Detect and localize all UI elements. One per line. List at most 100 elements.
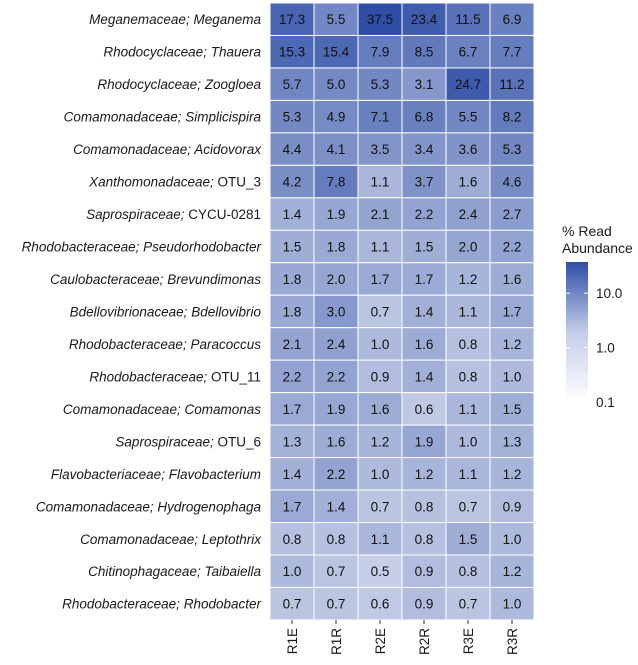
heatmap-cell bbox=[269, 457, 315, 491]
cell-value-label: 5.7 bbox=[283, 77, 302, 92]
heatmap-cell bbox=[313, 34, 359, 69]
row-label: Meganemaceae; Meganema bbox=[89, 12, 261, 27]
cell-value-label: 5.3 bbox=[283, 110, 302, 125]
column-label: R1E bbox=[285, 628, 300, 654]
row-label-family: Bdellovibrionaceae; bbox=[70, 304, 188, 319]
heatmap-cell bbox=[401, 99, 447, 134]
cell-value-label: 4.4 bbox=[283, 142, 302, 157]
row-label-family: Caulobacteraceae; bbox=[50, 272, 164, 287]
heatmap-cell bbox=[401, 327, 447, 361]
heatmap-cell bbox=[445, 586, 491, 621]
heatmap-cell bbox=[313, 229, 359, 264]
cell-value-label: 23.4 bbox=[411, 12, 438, 27]
cell-value-label: 1.4 bbox=[415, 304, 434, 319]
row-label-family: Comamonadaceae; bbox=[64, 110, 182, 125]
heatmap-cell bbox=[445, 99, 491, 134]
cell-value-label: 0.8 bbox=[459, 369, 478, 384]
cell-value-label: 1.2 bbox=[371, 434, 390, 449]
heatmap-cell bbox=[313, 2, 359, 36]
row-label-family: Comamonadaceae; bbox=[73, 142, 191, 157]
row-label: Rhodocyclaceae; Zoogloea bbox=[97, 77, 261, 92]
cell-value-label: 11.5 bbox=[455, 12, 480, 27]
heatmap-cell bbox=[357, 489, 403, 524]
heatmap-cell bbox=[489, 67, 535, 101]
heatmap-cell bbox=[445, 229, 491, 264]
cell-value-label: 3.7 bbox=[415, 175, 434, 190]
row-label-genus: Rhodobacter bbox=[180, 597, 262, 612]
cell-value-label: 1.2 bbox=[459, 272, 478, 287]
heatmap-cell bbox=[357, 34, 403, 69]
heatmap-cell bbox=[269, 132, 315, 166]
cell-value-label: 1.1 bbox=[459, 304, 478, 319]
heatmap-cell bbox=[357, 327, 403, 361]
cell-value-label: 1.6 bbox=[503, 272, 522, 287]
row-label-genus: Brevundimonas bbox=[163, 272, 261, 287]
row-label: Comamonadaceae; Simplicispira bbox=[64, 110, 262, 125]
cell-value-label: 1.5 bbox=[283, 240, 302, 255]
row-label-family: Comamonadaceae; bbox=[80, 532, 198, 547]
heatmap-cell bbox=[313, 489, 359, 524]
cell-value-label: 2.0 bbox=[459, 240, 478, 255]
cell-value-label: 0.9 bbox=[503, 499, 522, 514]
cell-value-label: 0.7 bbox=[371, 304, 390, 319]
column-label: R1R bbox=[329, 628, 344, 655]
cell-value-label: 0.7 bbox=[371, 499, 390, 514]
row-label-family: Saprospiraceae; bbox=[115, 434, 214, 449]
heatmap-cell bbox=[489, 392, 535, 426]
heatmap-cell bbox=[489, 489, 535, 524]
cell-value-label: 1.0 bbox=[503, 597, 522, 612]
row-label-genus: Hydrogenophaga bbox=[154, 499, 262, 514]
cell-value-label: 3.6 bbox=[459, 142, 478, 157]
row-label: Xanthomonadaceae; OTU_3 bbox=[88, 175, 261, 190]
row-label-family: Meganemaceae; bbox=[89, 12, 190, 27]
cell-value-label: 2.2 bbox=[283, 369, 302, 384]
row-label-genus: Flavobacterium bbox=[165, 467, 261, 482]
row-label-genus: OTU_3 bbox=[214, 175, 261, 190]
heatmap-cell bbox=[445, 522, 491, 556]
row-label-family: Comamonadaceae; bbox=[63, 402, 181, 417]
legend-tick-label: 0.1 bbox=[596, 395, 615, 410]
row-label-genus: OTU_11 bbox=[207, 369, 261, 384]
cell-value-label: 1.7 bbox=[415, 272, 434, 287]
row-labels: Meganemaceae; Meganema Rhodocyclaceae; Th… bbox=[22, 12, 263, 611]
heatmap-cell bbox=[269, 229, 315, 264]
column-label: R2R bbox=[417, 628, 432, 655]
cell-value-label: 1.7 bbox=[283, 402, 302, 417]
cell-value-label: 1.3 bbox=[503, 434, 522, 449]
row-label-family: Rhodobacteraceae; bbox=[22, 240, 140, 255]
row-label: Flavobacteriaceae; Flavobacterium bbox=[51, 467, 261, 482]
cell-value-label: 5.5 bbox=[327, 12, 346, 27]
column-label: R3E bbox=[461, 628, 476, 654]
legend-tick-label: 10.0 bbox=[596, 286, 622, 301]
cell-value-label: 1.1 bbox=[459, 402, 478, 417]
cell-value-label: 1.0 bbox=[503, 369, 522, 384]
heatmap-cell bbox=[489, 457, 535, 491]
cell-value-label: 1.4 bbox=[327, 499, 346, 514]
legend-title-line1: % Read bbox=[562, 223, 612, 239]
heatmap-cell bbox=[401, 522, 447, 556]
cell-value-label: 1.2 bbox=[503, 467, 522, 482]
cell-value-label: 2.2 bbox=[327, 369, 346, 384]
cell-value-label: 24.7 bbox=[455, 77, 481, 92]
heatmap-cell bbox=[401, 586, 447, 621]
row-label-genus: Taibaiella bbox=[201, 564, 262, 579]
cell-value-label: 0.8 bbox=[415, 532, 434, 547]
heatmap-cell bbox=[313, 457, 359, 491]
cell-value-label: 2.2 bbox=[415, 207, 434, 222]
row-label: Rhodobacteraceae; Paracoccus bbox=[69, 337, 261, 352]
cell-value-label: 6.9 bbox=[503, 12, 522, 27]
cell-value-label: 8.5 bbox=[415, 45, 434, 60]
heatmap-cell bbox=[357, 262, 403, 296]
cell-value-label: 0.9 bbox=[415, 597, 434, 612]
heatmap-cell bbox=[401, 67, 447, 101]
cell-value-label: 1.0 bbox=[503, 532, 522, 547]
row-label: Comamonadaceae; Leptothrix bbox=[80, 532, 262, 547]
cell-value-label: 8.2 bbox=[503, 110, 522, 125]
row-label-genus: Pseudorhodobacter bbox=[139, 240, 261, 255]
legend-title-line2: Abundance bbox=[562, 240, 633, 256]
cell-value-label: 1.8 bbox=[327, 240, 346, 255]
heatmap-cell bbox=[489, 262, 535, 296]
heatmap-cell bbox=[357, 522, 403, 556]
heatmap-cell bbox=[269, 586, 315, 621]
